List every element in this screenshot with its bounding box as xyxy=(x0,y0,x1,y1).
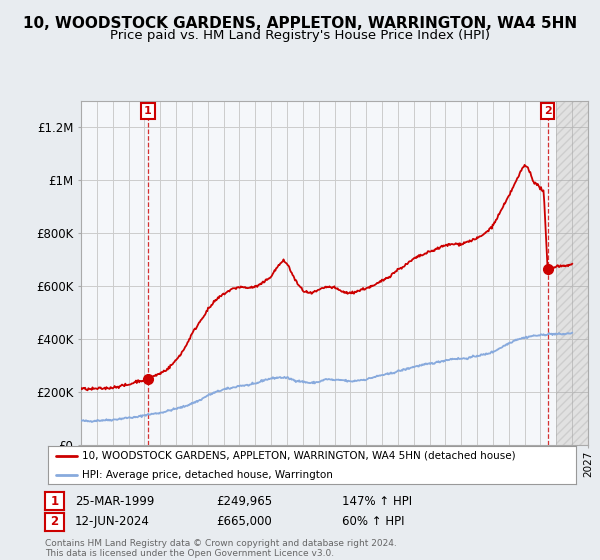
Text: Price paid vs. HM Land Registry's House Price Index (HPI): Price paid vs. HM Land Registry's House … xyxy=(110,29,490,42)
Text: 10, WOODSTOCK GARDENS, APPLETON, WARRINGTON, WA4 5HN: 10, WOODSTOCK GARDENS, APPLETON, WARRING… xyxy=(23,16,577,31)
Bar xyxy=(556,101,588,445)
Text: Contains HM Land Registry data © Crown copyright and database right 2024.
This d: Contains HM Land Registry data © Crown c… xyxy=(45,539,397,558)
Text: 60% ↑ HPI: 60% ↑ HPI xyxy=(342,515,404,529)
Text: 1: 1 xyxy=(144,106,152,116)
Text: 10, WOODSTOCK GARDENS, APPLETON, WARRINGTON, WA4 5HN (detached house): 10, WOODSTOCK GARDENS, APPLETON, WARRING… xyxy=(82,451,516,461)
Bar xyxy=(556,101,588,445)
Text: 12-JUN-2024: 12-JUN-2024 xyxy=(75,515,150,529)
Text: 2: 2 xyxy=(544,106,551,116)
Text: 2: 2 xyxy=(50,515,59,529)
Text: 147% ↑ HPI: 147% ↑ HPI xyxy=(342,494,412,508)
Text: £665,000: £665,000 xyxy=(216,515,272,529)
Text: 25-MAR-1999: 25-MAR-1999 xyxy=(75,494,154,508)
Text: HPI: Average price, detached house, Warrington: HPI: Average price, detached house, Warr… xyxy=(82,470,333,480)
Text: £249,965: £249,965 xyxy=(216,494,272,508)
Text: 1: 1 xyxy=(50,494,59,508)
